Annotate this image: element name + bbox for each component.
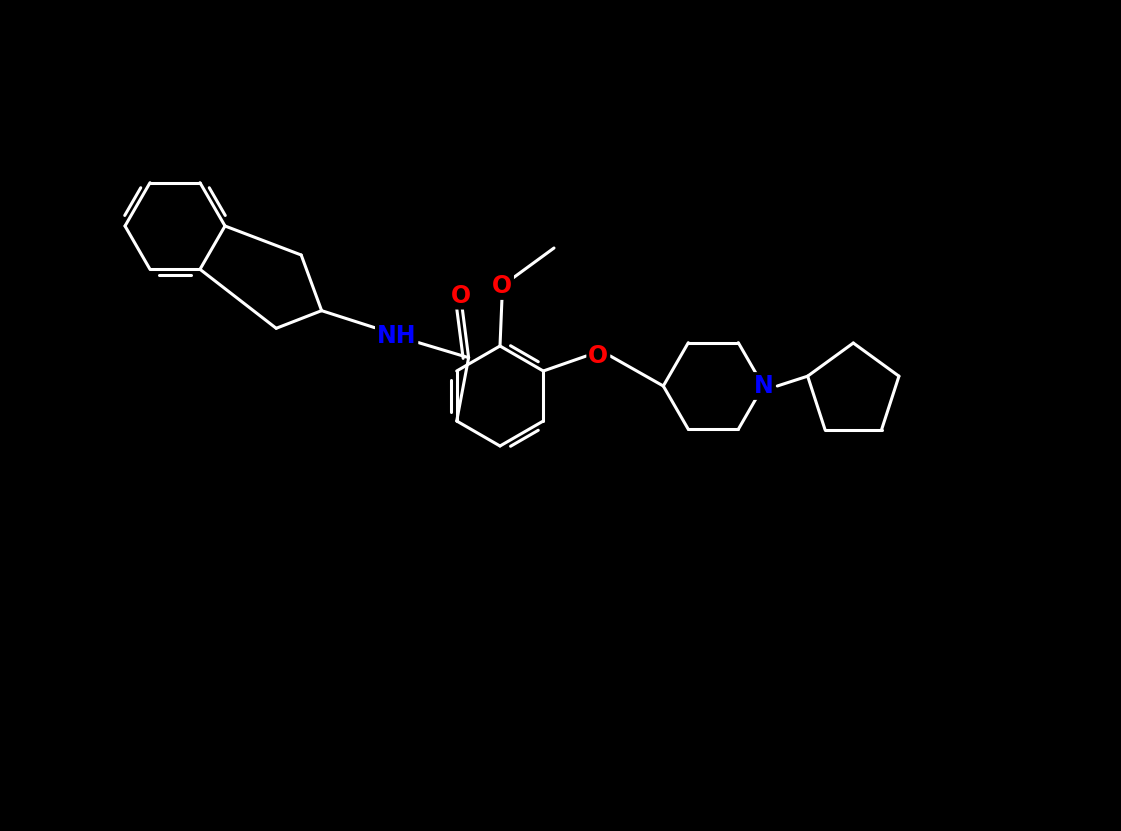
Text: NH: NH: [377, 323, 416, 347]
Text: O: O: [589, 344, 609, 368]
Text: O: O: [492, 274, 512, 298]
Text: O: O: [451, 283, 471, 307]
Text: N: N: [753, 374, 773, 398]
